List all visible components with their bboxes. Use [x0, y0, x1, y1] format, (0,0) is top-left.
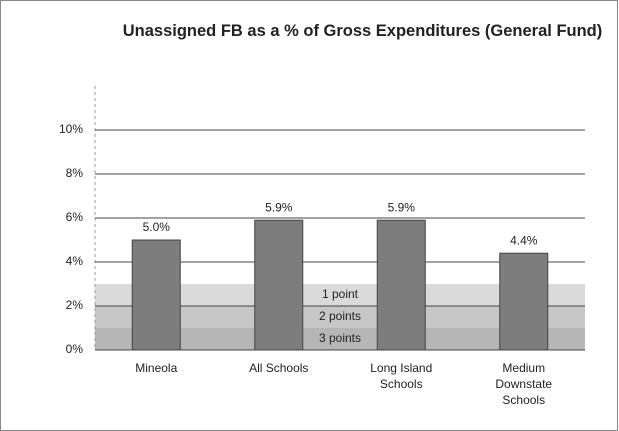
band-label: 1 point — [322, 287, 359, 301]
bar — [131, 239, 181, 351]
band — [95, 284, 585, 306]
x-tick-label: Medium Downstate Schools — [495, 361, 553, 407]
y-tick-label: 2% — [66, 298, 84, 312]
x-tick-label: All Schools — [249, 361, 309, 375]
value-label: 5.9% — [265, 200, 293, 214]
band-label: 2 points — [319, 309, 361, 323]
band — [95, 328, 585, 350]
band-label: 3 points — [319, 331, 361, 345]
value-label: 4.4% — [510, 233, 538, 247]
y-tick-label: 8% — [66, 166, 84, 180]
bar — [376, 219, 426, 351]
x-tick-label: Long Island Schools — [370, 361, 433, 391]
y-tick-label: 10% — [59, 122, 83, 136]
value-label: 5.0% — [143, 220, 171, 234]
band — [95, 306, 585, 328]
bar — [499, 252, 549, 351]
y-tick-label: 0% — [66, 342, 84, 356]
chart-title: Unassigned FB as a % of Gross Expenditur… — [122, 22, 603, 40]
y-tick-label: 4% — [66, 254, 84, 268]
y-tick-label: 6% — [66, 210, 84, 224]
value-label: 5.9% — [388, 200, 416, 214]
bar — [254, 219, 304, 351]
x-tick-label: Mineola — [135, 361, 178, 375]
